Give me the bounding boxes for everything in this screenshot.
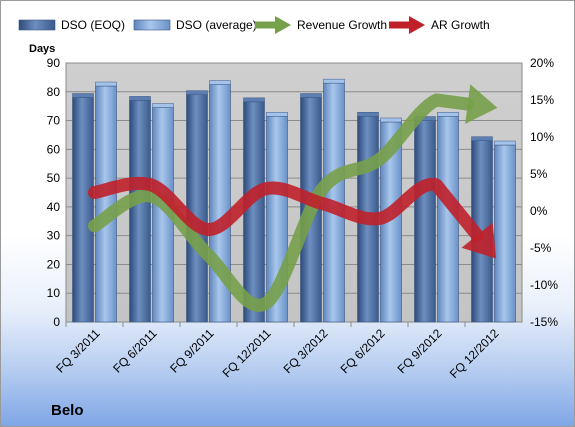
bar-dso-eoq (414, 120, 436, 323)
x-tick-label: FQ 3/2011 (53, 326, 103, 376)
x-tick-label: FQ 9/2012 (395, 326, 445, 376)
y-tick-label: 50 (47, 171, 61, 185)
company-name: Belo (51, 402, 84, 419)
bar-top (437, 111, 459, 117)
bar-top (95, 81, 117, 87)
y-tick-label: 80 (47, 85, 61, 99)
bar-dso-eoq (243, 101, 265, 323)
y2-tick-label: 20% (530, 56, 554, 70)
y-tick-label: 40 (47, 200, 61, 214)
x-tick-label: FQ 12/2011 (220, 326, 274, 380)
x-tick-label: FQ 9/2011 (167, 326, 217, 376)
y-tick-label: 30 (47, 229, 61, 243)
y-tick-label: 70 (47, 114, 61, 128)
legend-swatch-dso-average (133, 19, 171, 31)
ar-growth-arrowhead (461, 222, 497, 259)
y-tick-label: 0 (53, 315, 60, 329)
bar-top (72, 93, 94, 98)
bar-dso-average (437, 115, 459, 323)
y-axis-ticks: 0 10 20 30 40 50 60 70 80 90 (47, 56, 61, 329)
x-tick-label: FQ 6/2011 (110, 326, 160, 376)
bar-dso-eoq (72, 97, 94, 323)
bar-dso-eoq (129, 100, 151, 323)
x-tick-label: FQ 12/2012 (447, 326, 502, 381)
ar-growth-line (88, 176, 484, 242)
legend-label: AR Growth (431, 18, 490, 32)
growth-lines (88, 84, 498, 312)
y2-tick-label: 10% (530, 130, 554, 144)
bar-top (494, 140, 516, 146)
legend-label: DSO (average) (176, 18, 257, 32)
bar-top (323, 78, 345, 84)
bars (72, 78, 516, 323)
y-tick-label: 20 (47, 257, 61, 271)
y-axis-title: Days (29, 43, 55, 55)
x-tick-label: FQ 3/2012 (281, 326, 331, 376)
y2-tick-label: 0% (530, 204, 548, 218)
bar-top (243, 97, 265, 103)
legend-label: DSO (EOQ) (61, 18, 125, 32)
revenue-growth-arrowhead (465, 84, 498, 124)
y2-tick-label: -15% (530, 315, 558, 329)
bar-top (471, 136, 493, 141)
y2-tick-label: -5% (530, 241, 552, 255)
bar-top (300, 93, 322, 98)
bar-dso-average (494, 144, 516, 323)
y-tick-label: 10 (47, 286, 61, 300)
bar-top (380, 117, 402, 123)
bar-top (209, 80, 231, 85)
y2-tick-label: 5% (530, 167, 548, 181)
legend-swatch-dso-eoq (18, 19, 56, 31)
legend: DSO (EOQ) DSO (average) Revenue Growth AR G… (18, 16, 490, 34)
y-tick-label: 90 (47, 56, 61, 70)
y2-tick-label: 15% (530, 93, 554, 107)
y2-axis-ticks: -15% -10% -5% 0% 5% 10% 15% 20% (530, 56, 558, 329)
x-axis-ticks: FQ 3/2011 FQ 6/2011 FQ 9/2011 FQ 12/2011 FQ … (53, 322, 502, 381)
legend-swatch-arrow (409, 16, 425, 34)
legend-swatch-arrow (275, 16, 291, 34)
bar-top (266, 111, 288, 117)
y2-tick-label: -10% (530, 278, 558, 292)
bar-top (129, 96, 151, 101)
revenue-growth-line (88, 93, 475, 312)
bar-dso-eoq (186, 94, 208, 323)
legend-label: Revenue Growth (297, 18, 387, 32)
y-tick-label: 60 (47, 142, 61, 156)
bar-top (186, 90, 208, 95)
bar-top (152, 103, 174, 108)
x-tick-label: FQ 6/2012 (338, 326, 388, 376)
bar-top (357, 111, 379, 117)
